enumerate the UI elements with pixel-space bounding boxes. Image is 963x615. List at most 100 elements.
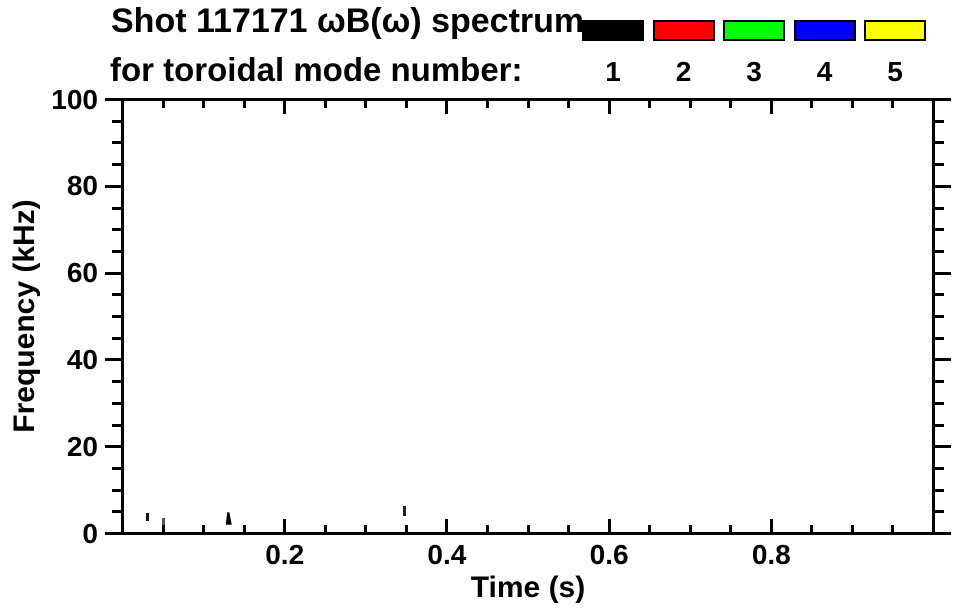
- x-minor-tick: [891, 525, 895, 532]
- x-major-tick-top: [607, 101, 611, 114]
- x-minor-tick: [729, 525, 733, 532]
- x-minor-tick-top: [850, 101, 854, 108]
- x-minor-tick: [404, 525, 408, 532]
- y-minor-tick-right: [935, 119, 944, 123]
- mode-legend: 1 2 3 4 5: [582, 20, 932, 87]
- y-minor-tick: [112, 249, 121, 253]
- y-major-tick: [105, 445, 121, 449]
- x-minor-tick-top: [810, 101, 814, 108]
- x-minor-tick-top: [161, 101, 165, 108]
- legend-swatch-mode-3: [723, 20, 785, 41]
- y-minor-tick: [112, 228, 121, 232]
- y-minor-tick: [112, 119, 121, 123]
- y-axis-label: Frequency (kHz): [8, 199, 41, 433]
- x-minor-tick: [810, 525, 814, 532]
- x-major-tick: [769, 519, 773, 532]
- y-minor-tick: [112, 401, 121, 405]
- y-minor-tick-right: [935, 249, 944, 253]
- spectral-feature-n1: [146, 513, 150, 522]
- x-tick-label: 0.8: [751, 539, 791, 570]
- y-major-tick-right: [935, 358, 951, 362]
- x-major-tick: [445, 519, 449, 532]
- y-tick-label: 0: [82, 517, 98, 549]
- x-minor-tick-top: [323, 101, 327, 108]
- legend-swatch-mode-2: [652, 20, 715, 41]
- x-minor-tick-top: [242, 101, 246, 108]
- x-minor-tick: [485, 525, 489, 532]
- y-minor-tick-right: [935, 228, 944, 232]
- spectral-feature-n1: [162, 518, 166, 525]
- legend-swatch-mode-1: [582, 20, 644, 41]
- y-minor-tick-right: [935, 293, 944, 297]
- x-minor-tick-top: [485, 101, 489, 108]
- y-minor-tick-right: [935, 163, 944, 167]
- y-minor-tick: [112, 510, 121, 514]
- y-minor-tick-right: [935, 141, 944, 145]
- x-major-tick-top: [445, 101, 449, 114]
- x-axis-label: Time (s): [470, 571, 586, 604]
- legend-label-mode-1: 1: [605, 56, 621, 87]
- y-tick-label: 40: [66, 343, 98, 375]
- y-minor-tick-right: [935, 336, 944, 340]
- x-minor-tick: [323, 525, 327, 532]
- y-major-tick-right: [935, 445, 951, 449]
- y-minor-tick-right: [935, 206, 944, 210]
- y-minor-tick: [112, 206, 121, 210]
- x-minor-tick-top: [364, 101, 368, 108]
- x-minor-tick-top: [202, 101, 206, 108]
- y-minor-tick: [112, 488, 121, 492]
- x-minor-tick: [688, 525, 692, 532]
- y-minor-tick: [112, 466, 121, 470]
- y-minor-tick-right: [935, 510, 944, 514]
- legend-swatch-mode-4: [793, 20, 856, 41]
- y-minor-tick: [112, 141, 121, 145]
- x-major-tick-top: [283, 101, 287, 114]
- y-tick-label: 20: [66, 430, 98, 462]
- x-tick-label: 0.6: [589, 539, 629, 570]
- y-major-tick: [105, 184, 121, 188]
- x-minor-tick-top: [891, 101, 895, 108]
- y-minor-tick-right: [935, 315, 944, 318]
- y-minor-tick-right: [935, 401, 944, 405]
- y-tick-label: 60: [66, 257, 98, 289]
- y-major-tick-right: [935, 532, 951, 535]
- y-major-tick: [105, 358, 121, 362]
- legend-label-mode-4: 4: [816, 56, 833, 87]
- x-minor-tick: [364, 525, 368, 532]
- x-tick-label: 0.2: [265, 539, 305, 570]
- x-minor-tick-top: [688, 101, 692, 108]
- x-minor-tick: [648, 525, 652, 532]
- legend-label-mode-2: 2: [675, 56, 692, 87]
- y-minor-tick: [112, 163, 121, 167]
- x-minor-tick-top: [567, 101, 571, 108]
- x-minor-tick: [850, 525, 854, 532]
- y-minor-tick-right: [935, 423, 944, 427]
- y-minor-tick: [112, 336, 121, 340]
- y-minor-tick-right: [935, 380, 944, 384]
- y-minor-tick: [112, 423, 121, 427]
- spectral-feature-n1: [225, 512, 232, 525]
- y-major-tick: [105, 532, 121, 535]
- chart-title-line1: Shot 117171 ωB(ω) spectrum: [111, 2, 585, 40]
- x-minor-tick: [202, 525, 206, 532]
- x-major-tick: [283, 519, 287, 532]
- plot-area: [121, 98, 935, 535]
- x-tick-label: 0.4: [427, 539, 467, 570]
- x-minor-tick-top: [404, 101, 408, 108]
- y-major-tick: [105, 98, 121, 101]
- y-major-tick-right: [935, 271, 951, 275]
- x-minor-tick: [161, 525, 165, 532]
- y-minor-tick: [112, 293, 121, 297]
- legend-label-mode-3: 3: [746, 56, 762, 87]
- y-tick-label: 100: [51, 83, 98, 115]
- x-minor-tick: [242, 525, 246, 532]
- y-minor-tick-right: [935, 488, 944, 492]
- x-minor-tick-top: [648, 101, 652, 108]
- y-major-tick-right: [935, 184, 951, 188]
- x-minor-tick: [567, 525, 571, 532]
- y-minor-tick: [112, 315, 121, 318]
- chart-title-line2: for toroidal mode number:: [110, 51, 523, 88]
- y-major-tick-right: [935, 98, 951, 101]
- x-major-tick-top: [769, 101, 773, 114]
